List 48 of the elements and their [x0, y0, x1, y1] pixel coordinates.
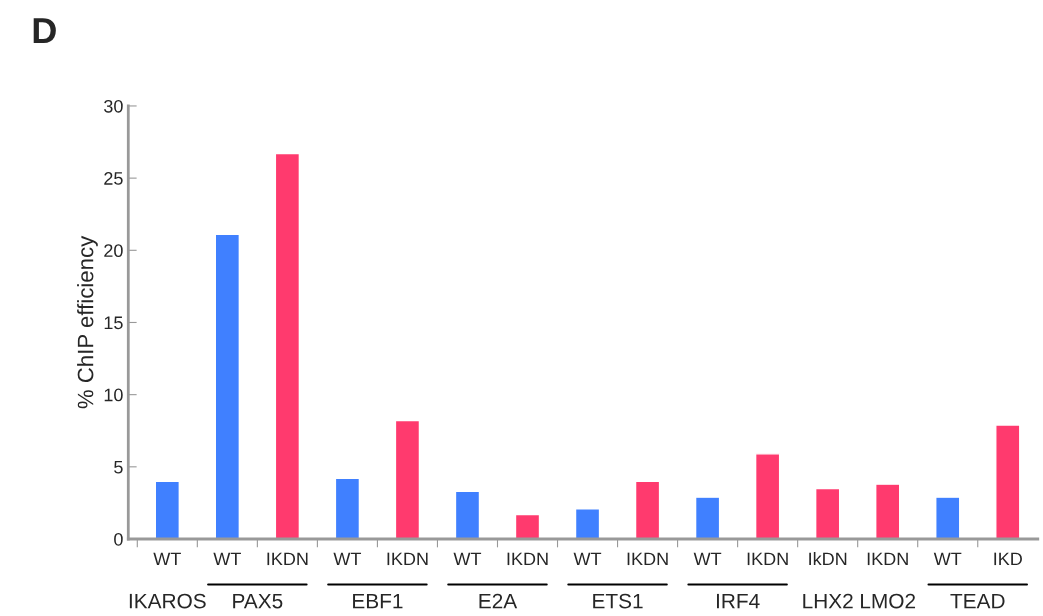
y-tick-label: 5: [114, 460, 123, 474]
y-tick-label: 10: [104, 388, 123, 402]
text: LMO2: [861, 593, 916, 609]
bar: [935, 496, 961, 539]
y-tick-label: 20: [104, 244, 123, 258]
x-tick-label: IKD: [994, 552, 1022, 566]
bar: [214, 233, 241, 539]
x-tick-label: IKDN: [267, 552, 308, 566]
y-tick-label: 15: [104, 316, 123, 330]
text: IRF4: [716, 593, 760, 609]
y-tick-label: 0: [114, 532, 123, 546]
chart-title: D: [33, 18, 56, 44]
bar: [875, 483, 901, 539]
x-tick-label: IKDN: [627, 552, 668, 566]
bar: [574, 507, 601, 539]
bar: [995, 424, 1021, 539]
bar: [454, 490, 481, 539]
text: IKAROS: [129, 593, 206, 609]
x-tick-label: WT: [573, 552, 602, 566]
bar: [334, 477, 361, 539]
x-tick-label: IKDN: [387, 552, 428, 566]
x-tick-label: WT: [693, 552, 722, 566]
y-tick-label: 30: [104, 99, 123, 113]
x-tick-label: IkDN: [809, 551, 847, 566]
bar: [274, 152, 301, 539]
y-axis-title: % ChIP efficiency: [77, 235, 98, 409]
text: ETS1: [593, 593, 643, 609]
text: LHX2: [803, 593, 853, 609]
x-tick-label: WT: [153, 552, 181, 566]
bar: [634, 480, 661, 539]
x-tick-label: IKDN: [747, 552, 788, 566]
text: TEAD: [950, 593, 1005, 609]
x-tick-label: IKDN: [867, 552, 908, 566]
text: PAX5: [233, 593, 283, 609]
x-tick-label: IKDN: [507, 552, 548, 566]
bar: [514, 513, 541, 539]
y-tick-label: 25: [104, 172, 123, 185]
x-tick-label: WT: [933, 552, 962, 566]
text: EBF1: [353, 593, 403, 609]
bar: [694, 496, 721, 539]
bar: [754, 453, 781, 539]
x-tick-label: WT: [213, 552, 241, 566]
x-tick-label: WT: [333, 552, 362, 566]
x-tick-label: WT: [453, 552, 482, 566]
bar: [394, 419, 421, 539]
bar: [154, 480, 181, 539]
bar: [814, 487, 841, 539]
text: E2A: [479, 593, 518, 609]
